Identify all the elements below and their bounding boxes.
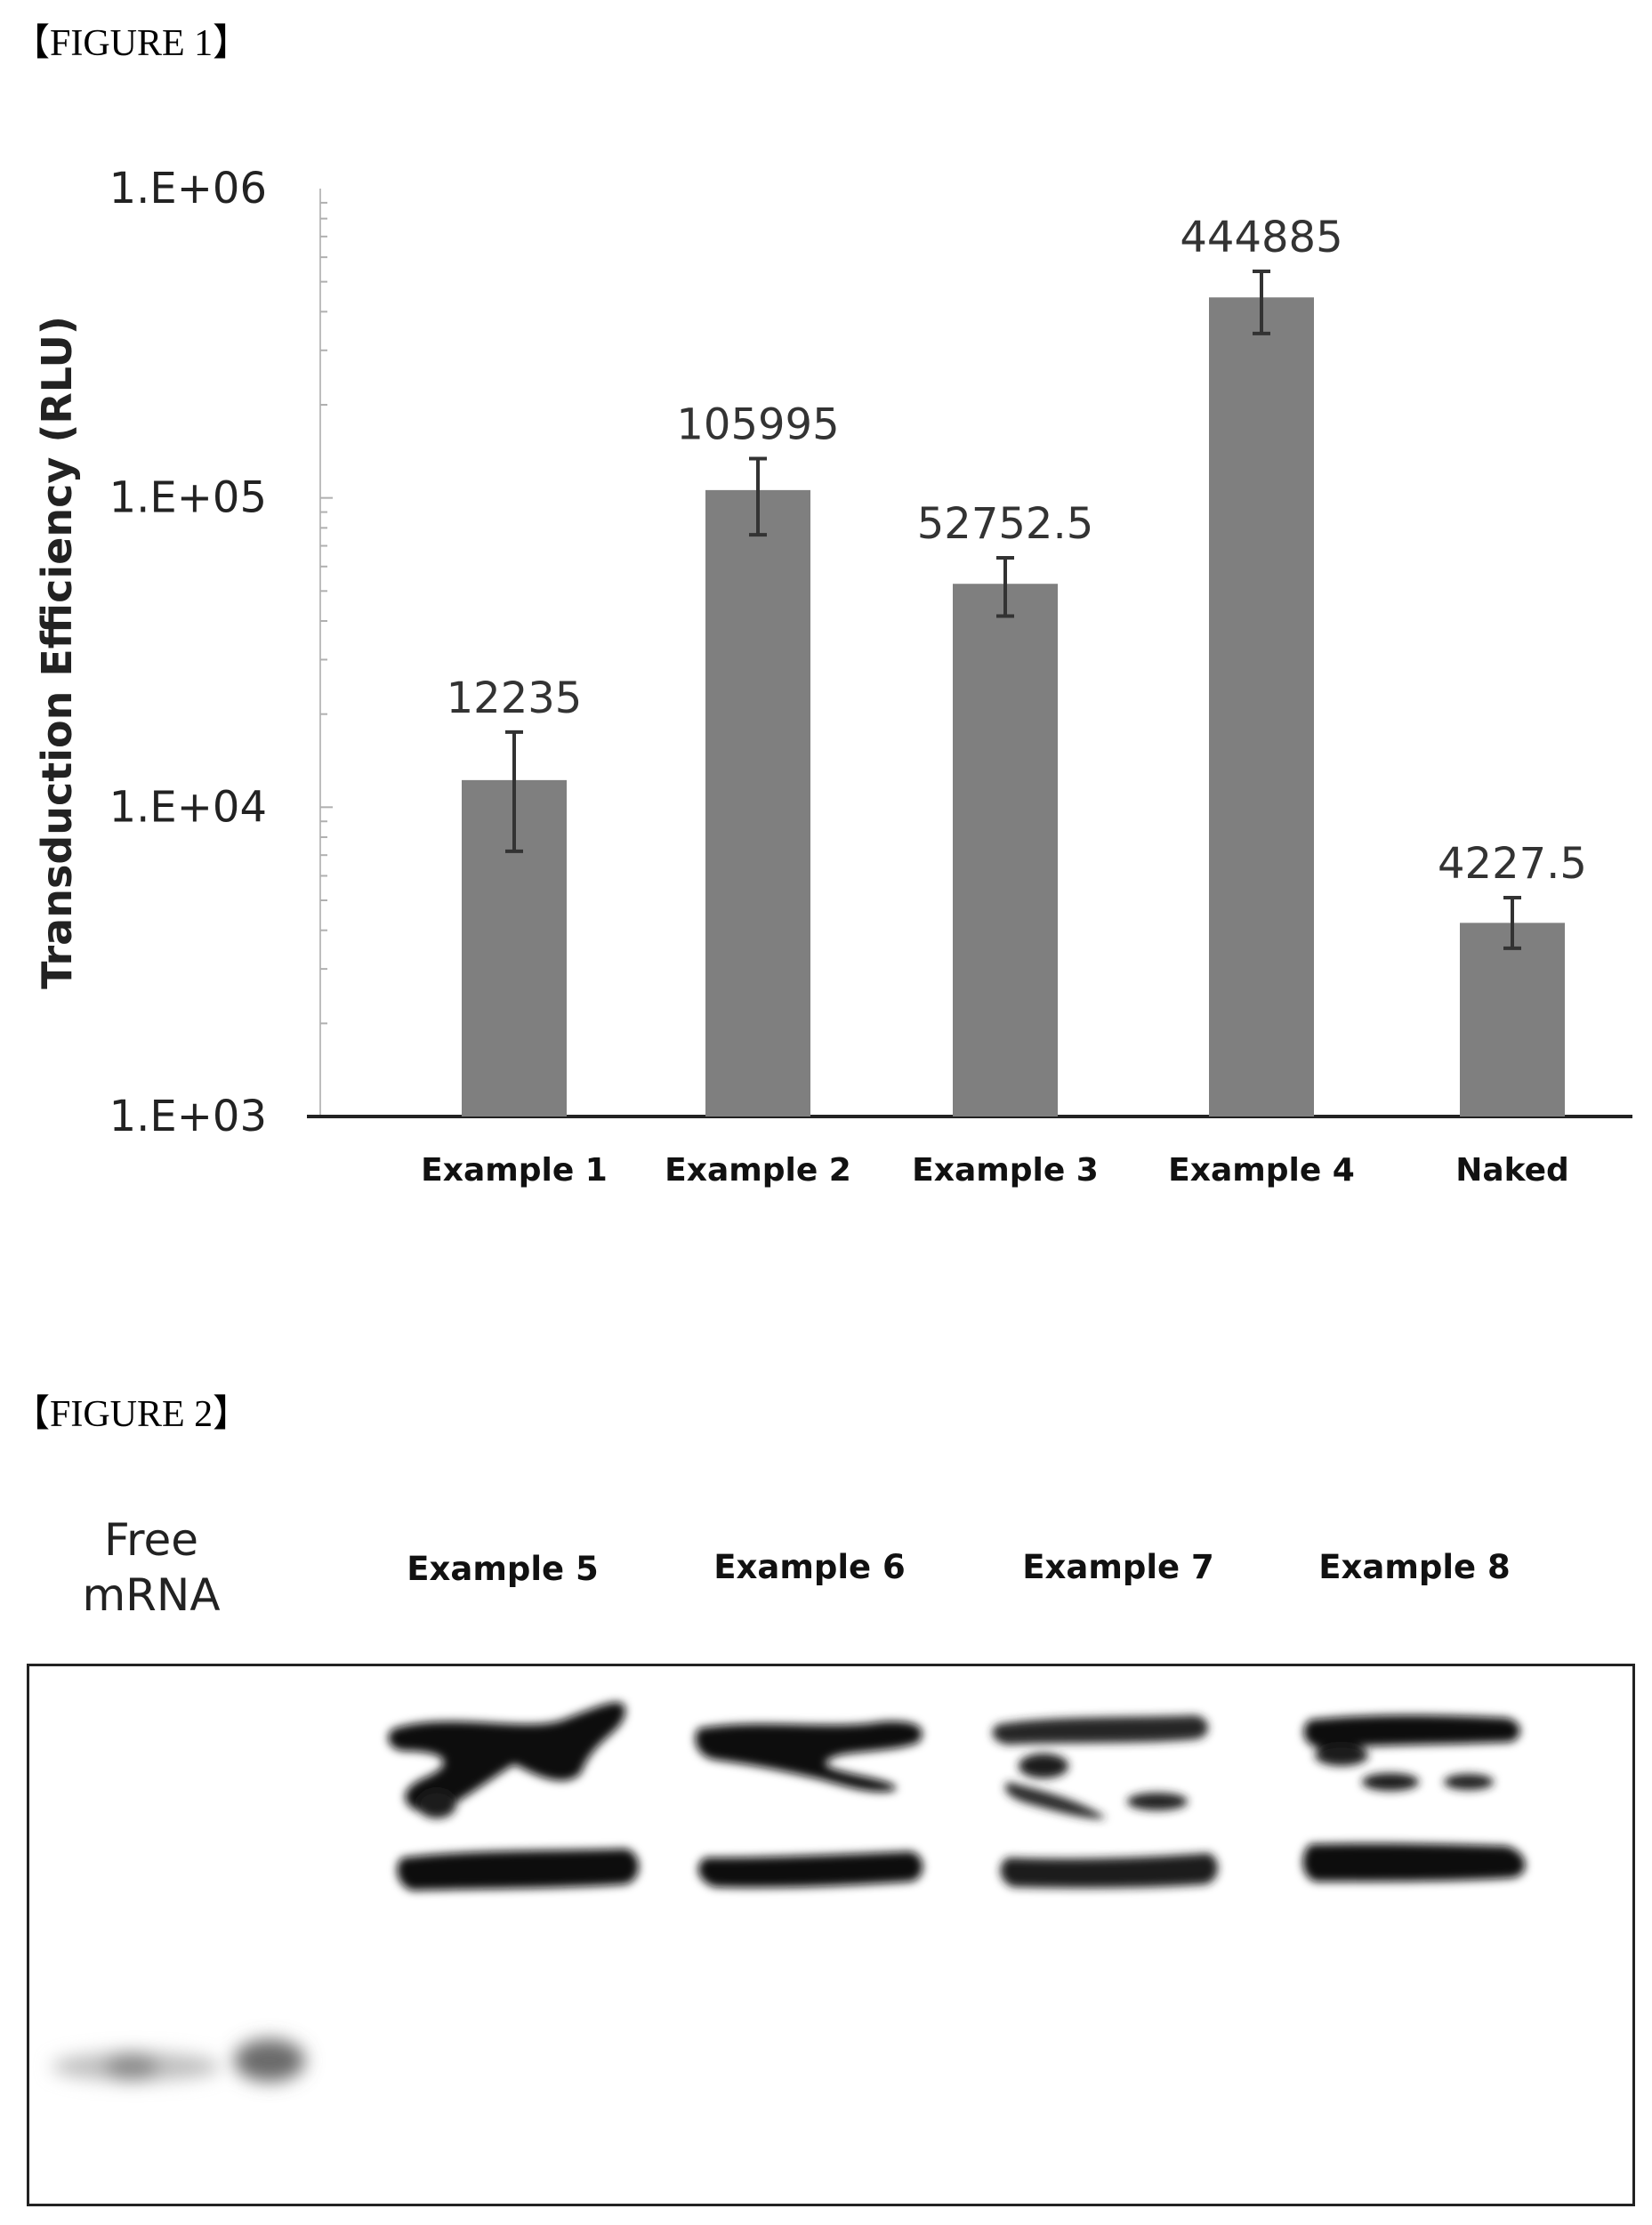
figure-1-label: 【FIGURE 1】 bbox=[12, 23, 251, 64]
free-mrna-label: Free mRNA bbox=[82, 1512, 220, 1623]
y-tick-label: 1.E+06 bbox=[109, 164, 267, 214]
lane-example-5-bands bbox=[388, 1702, 639, 1890]
lane-label-example-7: Example 7 bbox=[1022, 1548, 1214, 1586]
bar-naked bbox=[1460, 923, 1565, 1117]
error-bar bbox=[749, 456, 767, 537]
y-axis-title: Transduction Efficiency (RLU) bbox=[33, 316, 81, 989]
lane-example-7-bands bbox=[992, 1715, 1218, 1889]
bar-example-3 bbox=[953, 584, 1058, 1117]
x-tick-label: Naked bbox=[1455, 1152, 1569, 1189]
bar-chart: Transduction Efficiency (RLU) 12235 10599… bbox=[33, 164, 1632, 1189]
error-bar bbox=[505, 730, 523, 853]
lane-example-6-bands bbox=[695, 1721, 923, 1888]
data-label: 12235 bbox=[447, 673, 583, 723]
x-tick-label: Example 2 bbox=[665, 1152, 851, 1189]
gel-bands bbox=[52, 1702, 1526, 2082]
gel-image bbox=[27, 1664, 1635, 2206]
y-tick-label: 1.E+05 bbox=[109, 473, 267, 523]
error-bar bbox=[1253, 270, 1270, 335]
lane-label-example-5: Example 5 bbox=[407, 1550, 599, 1588]
y-tick-label: 1.E+03 bbox=[109, 1092, 267, 1141]
free-mrna-label-line1: Free bbox=[103, 1514, 199, 1566]
free-mrna-label-line2: mRNA bbox=[82, 1569, 221, 1621]
lane-label-example-8: Example 8 bbox=[1318, 1548, 1511, 1586]
data-label: 105995 bbox=[676, 399, 839, 449]
data-label: 52752.5 bbox=[917, 499, 1094, 549]
bar-example-4 bbox=[1209, 297, 1314, 1117]
x-tick-label: Example 4 bbox=[1168, 1152, 1355, 1189]
x-tick-label: Example 3 bbox=[912, 1152, 1099, 1189]
bar-example-2 bbox=[705, 489, 810, 1117]
error-bar bbox=[1503, 896, 1521, 950]
error-bar bbox=[996, 556, 1014, 618]
data-label: 4227.5 bbox=[1438, 839, 1587, 889]
x-tick-label: Example 1 bbox=[421, 1152, 608, 1189]
lane-example-8-bands bbox=[1302, 1714, 1526, 1882]
data-label: 444885 bbox=[1180, 213, 1342, 262]
y-tick-label: 1.E+04 bbox=[109, 782, 267, 832]
lane-label-example-6: Example 6 bbox=[713, 1548, 906, 1586]
figure-2-label: 【FIGURE 2】 bbox=[12, 1394, 251, 1435]
free-mrna-band bbox=[52, 2039, 305, 2082]
